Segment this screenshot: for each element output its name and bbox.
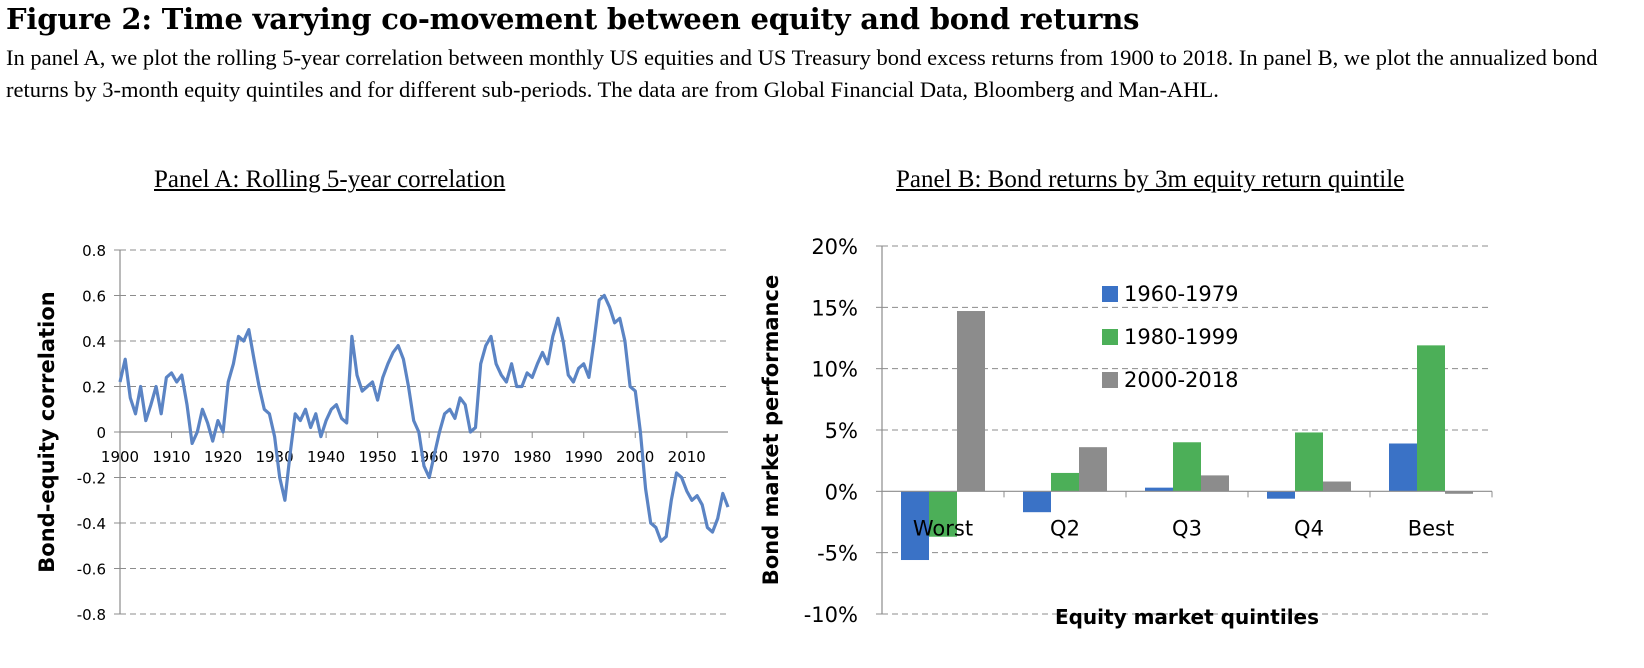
- panel-b-legend-swatch: [1102, 372, 1118, 388]
- panel-b-y-tick-label: -10%: [804, 603, 858, 627]
- panel-b-legend-swatch: [1102, 329, 1118, 345]
- panel-a-x-tick-label: 1990: [565, 448, 603, 466]
- panel-b-y-tick-label: 20%: [811, 235, 858, 259]
- panel-b-legend-label: 1980-1999: [1124, 325, 1238, 349]
- panel-a-y-tick-label: -0.4: [77, 515, 106, 533]
- panel-a-y-tick-label: 0.8: [82, 242, 106, 260]
- panel-a-x-tick-label: 1900: [101, 448, 139, 466]
- panel-b-bar: [957, 311, 985, 492]
- panel-a-x-tick-label: 1980: [513, 448, 551, 466]
- panel-b-y-axis-label: Bond market performance: [759, 275, 783, 585]
- panel-a-x-tick-label: 1970: [462, 448, 500, 466]
- panel-a-x-tick-label: 1930: [255, 448, 293, 466]
- panel-b-y-tick-label: 10%: [811, 358, 858, 382]
- panel-a-y-tick-label: -0.2: [77, 470, 106, 488]
- panel-b-x-tick-label: Q2: [1050, 516, 1080, 540]
- panel-b-y-tick-label: 0%: [825, 480, 858, 504]
- panel-a-title: Panel A: Rolling 5-year correlation: [154, 166, 506, 193]
- panel-b-bar: [1201, 475, 1229, 492]
- panel-b-bar: [1445, 491, 1473, 494]
- panel-b-bar: [1173, 442, 1201, 492]
- panel-b-bar: [1051, 472, 1079, 492]
- panel-b-x-tick-label: Best: [1408, 516, 1455, 540]
- figure-caption: In panel A, we plot the rolling 5-year c…: [6, 45, 1598, 102]
- panel-b-bar: [1389, 443, 1417, 492]
- panel-a-y-tick-label: 0.4: [82, 333, 106, 351]
- panel-a-correlation-line: [118, 293, 730, 543]
- panel-a-x-tick-label: 1920: [204, 448, 242, 466]
- panel-a-y-tick-label: 0: [96, 424, 106, 442]
- panel-b-x-tick-label: Worst: [913, 516, 973, 540]
- panel-a-y-tick-label: 0.2: [82, 379, 106, 397]
- panel-b-x-axis-label: Equity market quintiles: [1055, 605, 1319, 629]
- panel-b-bar: [929, 491, 957, 537]
- panel-b-y-tick-label: -5%: [817, 542, 858, 566]
- panel-b-bar: [1079, 447, 1107, 492]
- panel-a-x-tick-label: 1940: [307, 448, 345, 466]
- panel-b-bar: [1267, 491, 1295, 499]
- panel-a-y-tick-label: 0.6: [82, 288, 106, 306]
- panel-a-y-axis-label: Bond-equity correlation: [35, 291, 59, 572]
- panel-a-x-tick-label: 1950: [359, 448, 397, 466]
- panel-b-bar: [1323, 481, 1351, 492]
- panel-b-bar: [1145, 487, 1173, 492]
- panel-b-bar: [1417, 345, 1445, 492]
- panel-a-x-tick-label: 1960: [410, 448, 448, 466]
- panel-b-x-tick-label: Q4: [1294, 516, 1324, 540]
- panel-a-x-tick-label: 2010: [668, 448, 706, 466]
- panel-b-legend-swatch: [1102, 286, 1118, 302]
- panel-b-legend-label: 1960-1979: [1124, 282, 1238, 306]
- panel-b-bar: [1295, 432, 1323, 492]
- panel-a-y-tick-label: -0.6: [77, 561, 106, 579]
- panel-b-x-tick-label: Q3: [1172, 516, 1202, 540]
- panel-b-y-tick-label: 15%: [811, 296, 858, 320]
- panel-a-x-tick-label: 2000: [616, 448, 654, 466]
- panel-b-bar: [1023, 491, 1051, 513]
- panel-b-title: Panel B: Bond returns by 3m equity retur…: [896, 166, 1405, 193]
- panel-b-y-tick-label: 5%: [825, 419, 858, 443]
- figure-title: Figure 2: Time varying co-movement betwe…: [6, 2, 1140, 36]
- panel-a-y-tick-label: -0.8: [77, 606, 106, 624]
- panel-a-x-tick-label: 1910: [152, 448, 190, 466]
- panel-b-legend-label: 2000-2018: [1124, 368, 1238, 392]
- panel-b-bar: [901, 491, 929, 561]
